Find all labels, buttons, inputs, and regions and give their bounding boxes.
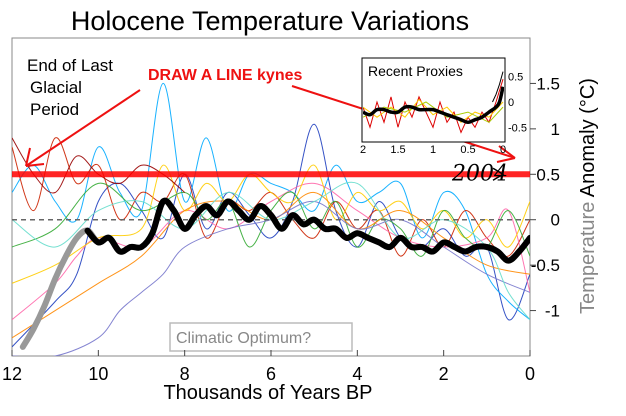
reference-line-label: 2004	[451, 161, 508, 186]
chart-title: Holocene Temperature Variations	[71, 6, 469, 36]
inset-x-tick-label-2: 1.5	[390, 144, 405, 156]
inset-y-tick-label-1: 0.5	[508, 72, 523, 84]
x-tick-label-1: 12	[2, 364, 22, 384]
glacial-annotation-line-2: Glacial	[30, 78, 82, 97]
proxy-series-line-5	[12, 164, 530, 284]
x-tick-label-2: 10	[88, 364, 108, 384]
x-axis-label: Thousands of Years BP	[163, 382, 372, 404]
inset-title: Recent Proxies	[368, 63, 463, 79]
red-arrow-left-shaft	[25, 89, 141, 167]
y-tick-label-2: 1	[551, 120, 560, 139]
x-tick-label-4: 6	[266, 364, 276, 384]
red-arrow-left-head	[25, 147, 45, 167]
annotation-layer: 2004 End of Last Glacial Period DRAW A LINE …	[12, 56, 530, 352]
y-axis-label-part-1: Temperature	[577, 197, 599, 314]
x-tick-label-7: 0	[525, 364, 535, 384]
y-axis-label: Temperature Anomaly (°C)	[577, 78, 599, 314]
proxy-series-line-4	[12, 182, 530, 321]
y-tick-label-6: -1	[545, 302, 560, 321]
climatic-optimum-box	[169, 322, 353, 352]
inset-y-tick-label-2: 0	[508, 97, 514, 109]
draw-a-line-annotation: DRAW A LINE kynes	[148, 67, 303, 84]
inset-x-tick-label-1: 2	[360, 144, 366, 156]
red-arrow-right-head	[496, 145, 516, 163]
y-tick-label-3: 0.5	[536, 165, 560, 184]
average-series-line	[84, 197, 530, 264]
inset-proxy-line-4	[492, 71, 504, 103]
climatic-optimum-annotation: Climatic Optimum?	[169, 322, 353, 352]
inset-series-group	[363, 71, 504, 134]
inset-x-tick-label-4: 0.5	[460, 144, 475, 156]
inset-frame	[361, 57, 506, 143]
inset-x-tick-label-3: 1	[430, 144, 436, 156]
y-tick-label-5: -0.5	[531, 256, 560, 275]
x-tick-label-3: 8	[180, 364, 190, 384]
inset-y-tick-label-3: -0.5	[508, 122, 527, 134]
inset-x-tick-label-5: 0	[500, 144, 506, 156]
y-axis-label-part-2: Anomaly (°C)	[577, 78, 599, 197]
inset-average-line	[363, 86, 504, 125]
x-tick-label-5: 4	[352, 364, 362, 384]
x-tick-label-6: 2	[439, 364, 449, 384]
reference-line-arrowhead	[492, 167, 505, 181]
glacial-annotation-line-3: Period	[30, 100, 79, 119]
y-tick-label-4: 0	[551, 211, 560, 230]
y-tick-label-1: 1.5	[536, 74, 560, 93]
glacial-annotation: End of Last Glacial Period	[27, 56, 113, 119]
y-axis-label-group: Temperature Anomaly (°C)	[577, 78, 599, 314]
climatic-optimum-label: Climatic Optimum?	[176, 330, 311, 347]
proxy-series-line-6	[12, 182, 530, 257]
proxy-series-line-8	[12, 200, 530, 356]
glacial-annotation-line-1: End of Last	[27, 56, 113, 75]
